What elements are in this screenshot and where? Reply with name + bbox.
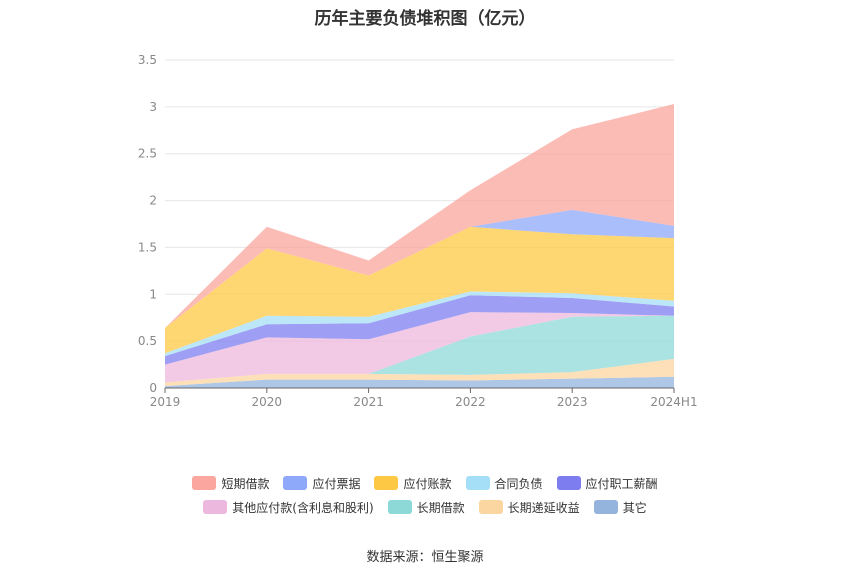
- legend-swatch: [203, 500, 228, 514]
- legend-swatch: [387, 500, 412, 514]
- y-tick-label: 1: [149, 287, 157, 301]
- legend-label: 合同负债: [494, 476, 543, 491]
- legend-item-other-payables[interactable]: 其他应付款(含利息和股利): [203, 499, 374, 516]
- y-tick-label: 1.5: [138, 240, 157, 254]
- x-tick-label: 2024H1: [650, 395, 697, 409]
- legend-item-payroll-payable[interactable]: 应付职工薪酬: [556, 475, 658, 492]
- legend-item-other[interactable]: 其它: [593, 499, 647, 516]
- legend-swatch: [556, 476, 581, 490]
- legend-label: 应付职工薪酬: [585, 476, 658, 491]
- legend-label: 应付账款: [403, 476, 452, 491]
- legend-label: 短期借款: [221, 476, 270, 491]
- legend-swatch: [374, 476, 399, 490]
- legend-swatch: [593, 500, 618, 514]
- legend-label: 其他应付款(含利息和股利): [232, 500, 374, 515]
- area-series: [165, 315, 674, 383]
- legend-row-2: 其他应付款(含利息和股利) 长期借款 长期递延收益 其它: [0, 496, 850, 518]
- area-series: [165, 209, 674, 328]
- data-source: 数据来源：恒生聚源: [366, 550, 484, 565]
- legend-label: 长期借款: [416, 500, 465, 515]
- area-series: [165, 291, 674, 357]
- x-tick-label: 2023: [557, 395, 588, 409]
- legend-swatch: [283, 476, 308, 490]
- legend-label: 其它: [622, 500, 647, 515]
- area-series: [165, 312, 674, 383]
- legend: 短期借款 应付票据 应付账款 合同负债 应付职工薪酬 其他应付款(含利息和股利)…: [0, 472, 850, 520]
- legend-item-long-term-loans[interactable]: 长期借款: [387, 499, 465, 516]
- y-tick-label: 0.5: [138, 334, 157, 348]
- y-tick-label: 2.5: [138, 147, 157, 161]
- legend-item-deferred-income[interactable]: 长期递延收益: [478, 499, 580, 516]
- x-tick-label: 2021: [353, 395, 384, 409]
- legend-item-accounts-payable[interactable]: 应付账款: [374, 475, 452, 492]
- y-tick-label: 3.5: [138, 53, 157, 67]
- area-series: [165, 376, 674, 388]
- x-tick-label: 2020: [252, 395, 283, 409]
- x-tick-label: 2022: [455, 395, 486, 409]
- y-tick-label: 3: [149, 100, 157, 114]
- legend-swatch: [465, 476, 490, 490]
- area-series: [165, 295, 674, 365]
- legend-item-notes-payable[interactable]: 应付票据: [283, 475, 360, 492]
- area-series: [165, 104, 674, 328]
- legend-label: 长期递延收益: [507, 500, 580, 515]
- legend-swatch: [192, 476, 217, 490]
- chart-title: 历年主要负债堆积图（亿元）: [314, 9, 536, 29]
- area-series: [165, 358, 674, 387]
- legend-item-contract-liabilities[interactable]: 合同负债: [465, 475, 543, 492]
- legend-row-1: 短期借款 应付票据 应付账款 合同负债 应付职工薪酬: [0, 472, 850, 494]
- stacked-area-chart: 0 0.5 1 1.5 2 2.5 3 3.5 2019 2020 2021 2022 2023 2024…: [138, 53, 698, 409]
- legend-label: 应付票据: [312, 476, 361, 491]
- y-tick-label: 0: [149, 381, 157, 395]
- legend-item-short-term-loans[interactable]: 短期借款: [192, 475, 269, 492]
- area-series: [165, 226, 674, 354]
- y-tick-label: 2: [149, 194, 157, 208]
- legend-swatch: [478, 500, 503, 514]
- x-tick-label: 2019: [150, 395, 181, 409]
